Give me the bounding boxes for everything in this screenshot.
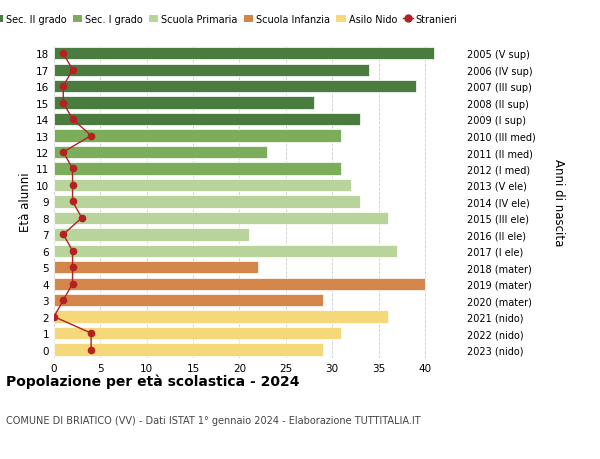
Bar — [54, 327, 341, 340]
Bar — [54, 229, 249, 241]
Bar — [54, 196, 360, 208]
Bar — [54, 179, 351, 192]
Bar — [54, 130, 341, 142]
Bar — [54, 311, 388, 323]
Bar — [54, 278, 425, 290]
Bar — [54, 97, 314, 110]
Bar — [54, 212, 388, 224]
Text: COMUNE DI BRIATICO (VV) - Dati ISTAT 1° gennaio 2024 - Elaborazione TUTTITALIA.I: COMUNE DI BRIATICO (VV) - Dati ISTAT 1° … — [6, 415, 421, 425]
Bar — [54, 48, 434, 60]
Bar — [54, 262, 258, 274]
Legend: Sec. II grado, Sec. I grado, Scuola Primaria, Scuola Infanzia, Asilo Nido, Stran: Sec. II grado, Sec. I grado, Scuola Prim… — [0, 15, 457, 25]
Y-axis label: Anni di nascita: Anni di nascita — [552, 158, 565, 246]
Bar — [54, 114, 360, 126]
Bar — [54, 146, 267, 159]
Bar — [54, 245, 397, 257]
Bar — [54, 294, 323, 307]
Bar — [54, 81, 416, 93]
Text: Popolazione per età scolastica - 2024: Popolazione per età scolastica - 2024 — [6, 374, 299, 389]
Bar — [54, 163, 341, 175]
Y-axis label: Età alunni: Età alunni — [19, 172, 32, 232]
Bar — [54, 344, 323, 356]
Bar — [54, 64, 369, 77]
